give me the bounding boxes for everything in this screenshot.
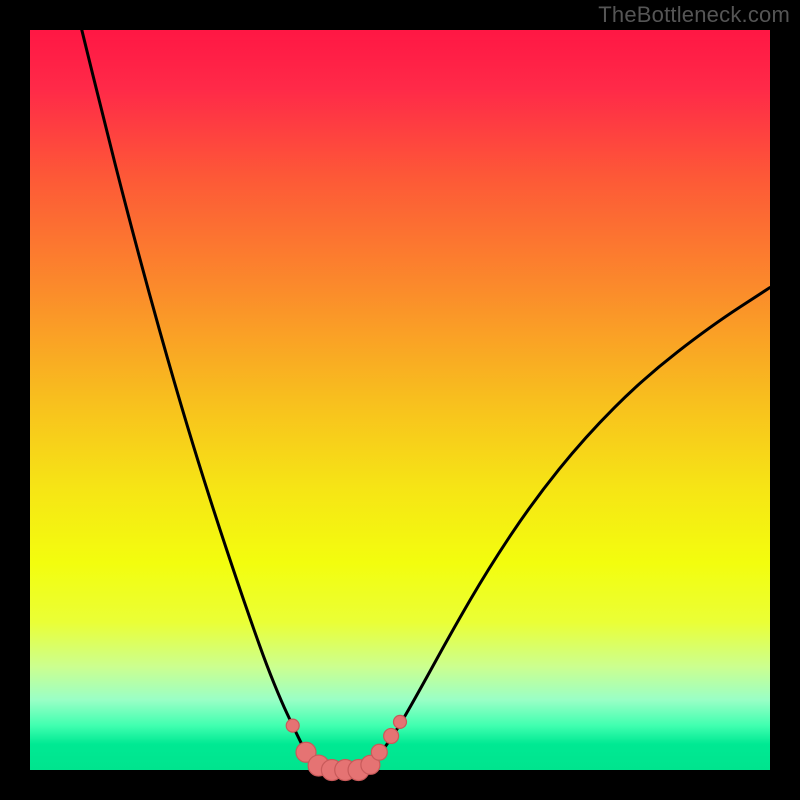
bottleneck-marker: [384, 728, 399, 743]
watermark-text: TheBottleneck.com: [598, 2, 790, 28]
bottleneck-marker: [286, 719, 299, 732]
curve-line: [82, 30, 770, 770]
bottleneck-marker: [394, 715, 407, 728]
plot-area: [30, 30, 770, 770]
bottleneck-curve: [30, 30, 770, 770]
bottleneck-marker: [371, 744, 387, 760]
bottleneck-marker-group: [286, 715, 406, 780]
